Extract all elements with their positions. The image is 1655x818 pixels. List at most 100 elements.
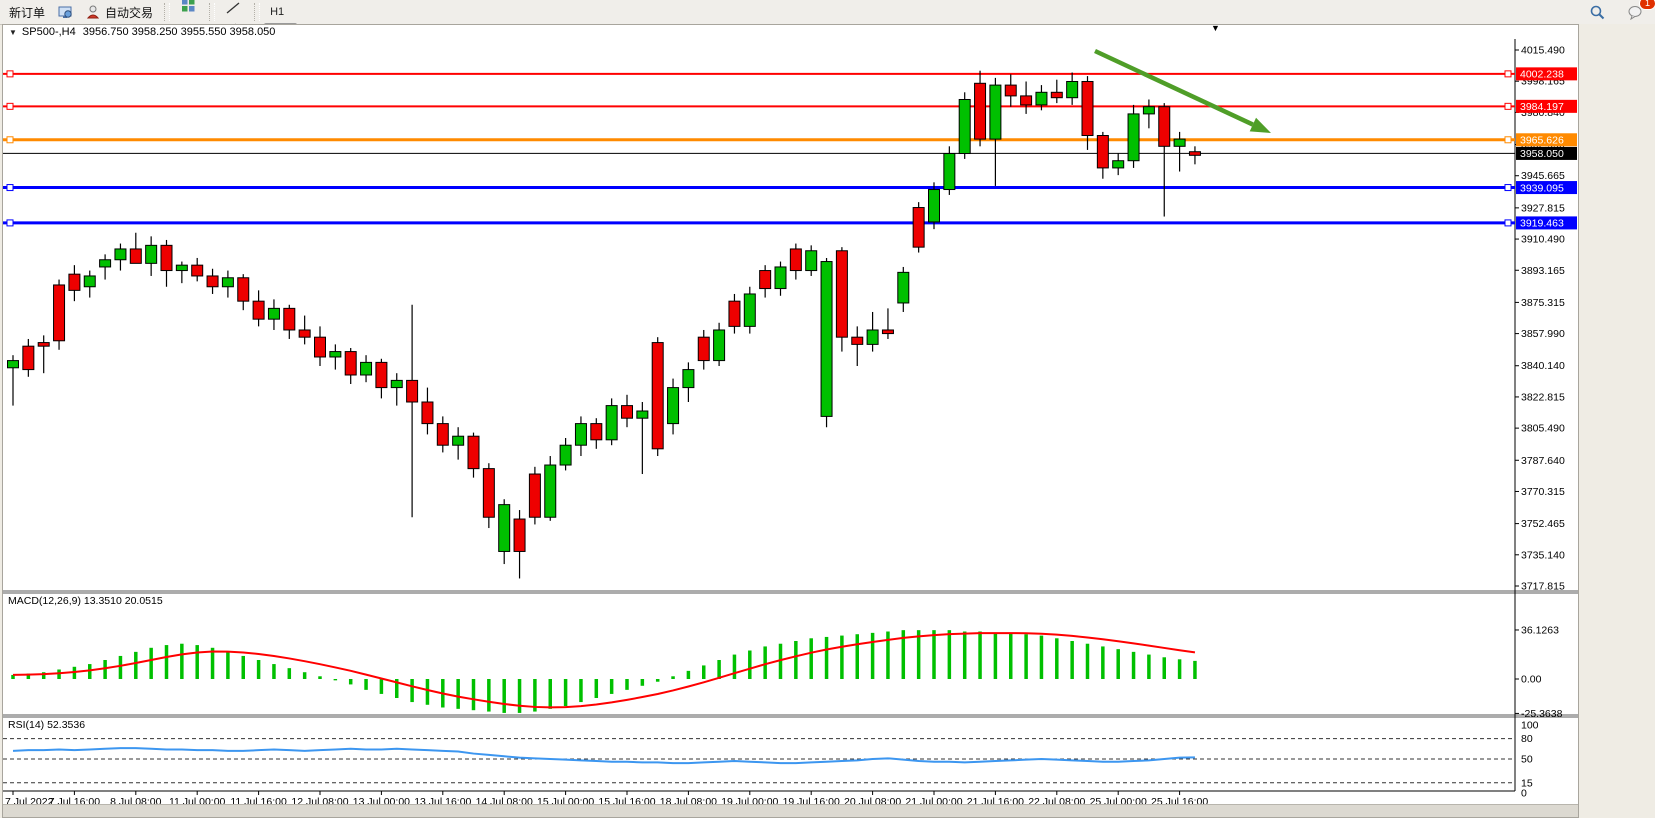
line-handle[interactable] (1504, 136, 1512, 144)
svg-text:15 Jul 16:00: 15 Jul 16:00 (598, 796, 655, 807)
chart-symbol-title: SP500-,H4 (21, 26, 76, 38)
candle-body (145, 244, 158, 264)
chart-title-row: ▼ SP500-,H4 3956.750 3958.250 3955.550 3… (3, 23, 1578, 39)
line-handle[interactable] (1504, 102, 1512, 110)
horizontal-lines (3, 70, 1515, 227)
candle-body (682, 369, 695, 389)
candle-body (897, 271, 910, 304)
candlestick-series (7, 70, 1201, 579)
candle-body (1127, 113, 1140, 162)
candle-body (651, 342, 664, 450)
candle-body (1035, 91, 1048, 106)
candle-body (436, 423, 449, 446)
price-badge (1516, 133, 1577, 147)
auto-trading-label: 自动交易 (105, 5, 154, 20)
line-handle[interactable] (6, 184, 14, 192)
svg-text:25 Jul 16:00: 25 Jul 16:00 (1151, 796, 1208, 807)
candle-body (406, 379, 419, 403)
line-handle[interactable] (6, 136, 14, 144)
candle-body (7, 360, 19, 369)
auto-trading-button[interactable]: 自动交易 (80, 1, 158, 23)
candle-body (974, 82, 987, 140)
timeframe-button-h1[interactable]: H1 (270, 6, 285, 18)
trend-arrow[interactable] (1094, 48, 1271, 133)
candle-body (53, 284, 66, 342)
candle-body (851, 336, 864, 345)
line-handle[interactable] (1504, 70, 1512, 78)
line-handle[interactable] (1504, 219, 1512, 227)
rsi-label: RSI(14) 52.3536 (8, 719, 85, 731)
svg-text:3893.165: 3893.165 (1521, 265, 1565, 277)
candle-body (221, 277, 234, 288)
svg-text:3857.990: 3857.990 (1521, 328, 1565, 340)
svg-text:15 Jul 00:00: 15 Jul 00:00 (537, 796, 594, 807)
window-right-gutter (1579, 24, 1655, 818)
chat-button[interactable] (1622, 1, 1648, 23)
line-handle[interactable] (6, 70, 14, 78)
candle-body (390, 379, 403, 389)
panel-separators[interactable] (3, 590, 1578, 718)
svg-text:80: 80 (1521, 733, 1533, 745)
svg-text:25 Jul 00:00: 25 Jul 00:00 (1090, 796, 1147, 807)
candle-body (467, 435, 480, 470)
search-button[interactable] (1584, 1, 1610, 23)
chart-canvas[interactable]: 4015.4903998.1653980.8403962.9903945.665… (3, 39, 1578, 807)
candle-body (329, 351, 342, 358)
trading-chart[interactable]: 4015.4903998.1653980.8403962.9903945.665… (3, 39, 1578, 807)
toolbar-grip (254, 3, 261, 21)
svg-text:3840.140: 3840.140 (1521, 360, 1565, 372)
candle-body (1066, 80, 1079, 99)
price-axis-ticks: 4015.4903998.1653980.8403962.9903945.665… (1515, 45, 1565, 592)
tile-windows-button[interactable] (174, 0, 203, 16)
svg-text:7 Jul 2022: 7 Jul 2022 (5, 796, 54, 807)
new-order-button[interactable]: 新订单 (1, 1, 50, 23)
chart-window: ▼ SP500-,H4 3956.750 3958.250 3955.550 3… (2, 23, 1579, 818)
chart-dropdown-icon[interactable]: ▼ (9, 27, 17, 37)
trendline-button[interactable] (219, 0, 248, 19)
rsi-line (12, 747, 1195, 765)
svg-text:13 Jul 00:00: 13 Jul 00:00 (353, 796, 410, 807)
search-icon (1589, 4, 1606, 20)
svg-text:21 Jul 00:00: 21 Jul 00:00 (905, 796, 962, 807)
candle-body (452, 435, 465, 446)
candle-body (574, 423, 587, 446)
candle-body (590, 423, 603, 441)
line-handle[interactable] (6, 219, 14, 227)
candle-body (820, 261, 833, 417)
candle-body (1081, 80, 1094, 137)
svg-text:3910.490: 3910.490 (1521, 234, 1565, 246)
svg-text:4015.490: 4015.490 (1521, 45, 1565, 57)
candle-body (1020, 95, 1033, 106)
chart-ohlc-values: 3956.750 3958.250 3955.550 3958.050 (82, 26, 276, 38)
line-handle[interactable] (1504, 184, 1512, 192)
price-badge (1516, 99, 1577, 113)
main-toolbar: 新订单 自动交易 ▾▾▾ EFAT▾ M1M5M15M30H1H4D1W1MN … (0, 0, 1655, 148)
candle-body (1188, 151, 1201, 156)
price-badge (1516, 181, 1577, 195)
candle-body (22, 345, 35, 371)
svg-text:19 Jul 00:00: 19 Jul 00:00 (721, 796, 778, 807)
candle-body (37, 342, 50, 347)
auto-trading-icon (85, 4, 102, 20)
svg-text:12 Jul 08:00: 12 Jul 08:00 (291, 796, 348, 807)
candle-body (805, 250, 818, 272)
line-handle[interactable] (6, 102, 14, 110)
publish-chart-button[interactable] (52, 1, 78, 23)
svg-text:0.00: 0.00 (1521, 674, 1542, 686)
candle-body (1112, 160, 1125, 169)
candle-body (129, 248, 142, 264)
price-badge (1516, 146, 1577, 160)
candle-body (298, 329, 311, 338)
macd-label: MACD(12,26,9) 13.3510 20.0515 (8, 595, 163, 607)
candle-body (743, 293, 756, 327)
svg-text:4002.238: 4002.238 (1520, 69, 1564, 81)
svg-text:14 Jul 08:00: 14 Jul 08:00 (476, 796, 533, 807)
candle-body (605, 405, 618, 441)
macd-panel: 36.1263 0.00 -25.3638 MACD(12,26,9) 13.3510… (8, 595, 1563, 720)
candle-body (759, 270, 772, 290)
macd-histogram (11, 630, 1197, 713)
candle-body (498, 504, 511, 552)
svg-text:19 Jul 16:00: 19 Jul 16:00 (783, 796, 840, 807)
